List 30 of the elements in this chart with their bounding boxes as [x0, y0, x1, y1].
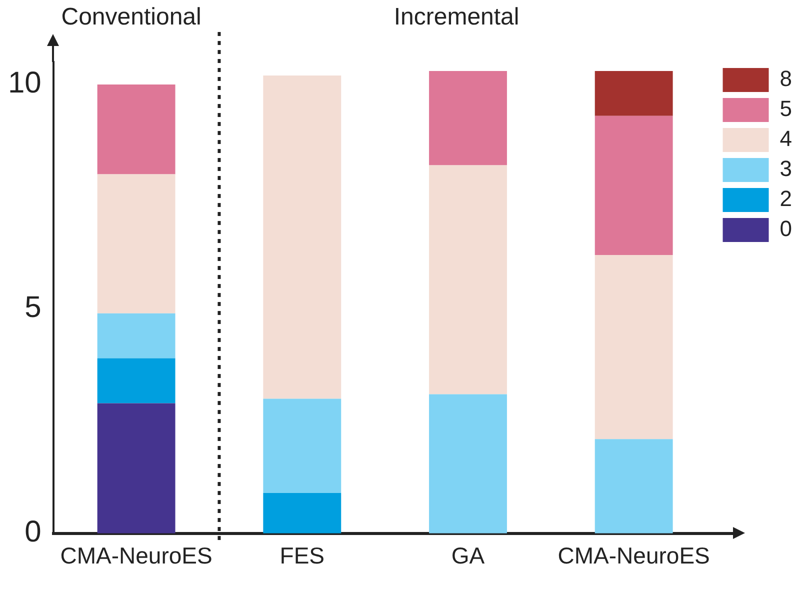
bar	[594, 439, 673, 534]
text: Incremental	[394, 4, 520, 31]
bar	[429, 70, 507, 166]
bar	[97, 403, 176, 534]
legend-label: 2	[780, 186, 792, 212]
bar	[263, 398, 342, 493]
bar	[594, 116, 673, 256]
legend-label: 4	[780, 126, 792, 152]
bar	[97, 174, 176, 314]
bar	[263, 75, 342, 399]
bar	[97, 313, 176, 358]
y-tick-label: 10	[8, 66, 42, 100]
x-tick-label: FES	[280, 542, 325, 569]
bar	[97, 358, 176, 404]
x-tick-label: CMA-NeuroES	[60, 542, 212, 569]
bar	[263, 492, 342, 534]
bar	[594, 255, 673, 440]
x-tick-label: CMA-NeuroES	[558, 542, 710, 569]
y-tick-label: 5	[24, 291, 42, 324]
bar	[97, 84, 176, 174]
legend-label: 0	[780, 216, 792, 242]
legend-label: 5	[780, 96, 792, 122]
text: Conventional	[61, 4, 202, 31]
bar	[594, 70, 673, 116]
legend-label: 3	[780, 156, 792, 182]
x-tick-label: GA	[451, 542, 486, 569]
legend-label: 8	[780, 66, 792, 92]
y-tick-label: 0	[24, 516, 42, 549]
bar	[429, 165, 507, 394]
bar	[429, 394, 507, 534]
